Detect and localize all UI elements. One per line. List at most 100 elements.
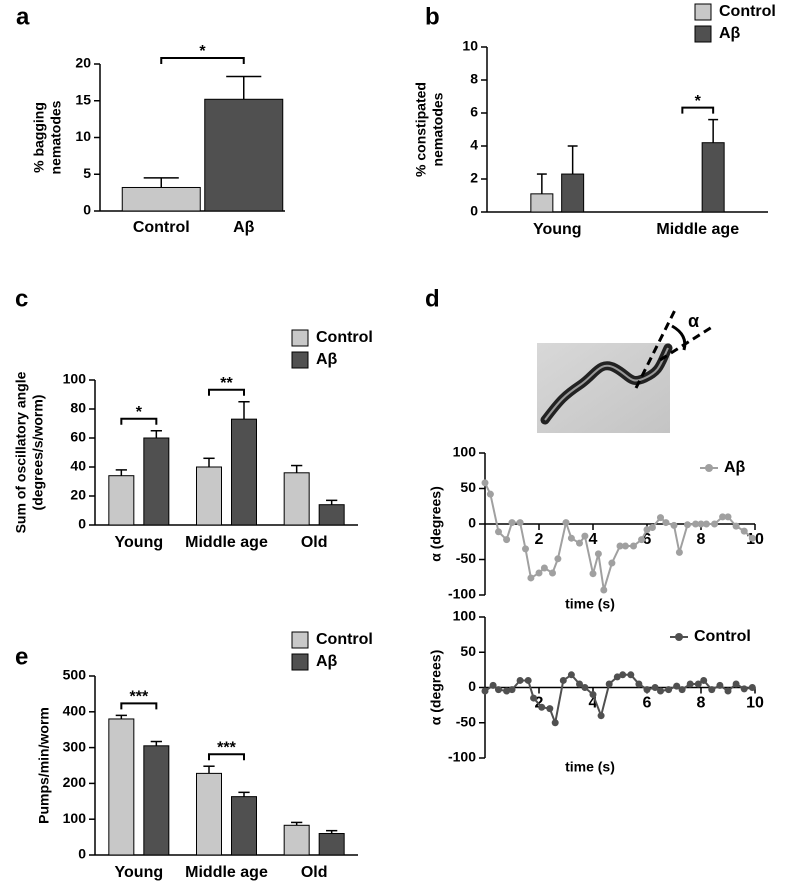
legend-marker xyxy=(705,464,713,472)
bar xyxy=(701,142,725,213)
x-tick-label: 6 xyxy=(643,695,652,712)
error-bar xyxy=(238,401,250,420)
point xyxy=(554,555,562,563)
point xyxy=(581,532,589,540)
x-tick-label: 4 xyxy=(589,695,598,712)
x-tick-label: Old xyxy=(301,534,328,551)
point xyxy=(621,542,629,550)
error-bar xyxy=(143,177,179,188)
point xyxy=(538,703,546,711)
bar xyxy=(561,173,585,213)
significance-label: * xyxy=(199,43,206,60)
y-tick-label: 10 xyxy=(462,38,478,54)
y-axis-label: nematodes xyxy=(430,92,446,166)
y-tick-label: 400 xyxy=(63,703,87,719)
legend-label: Control xyxy=(719,3,776,20)
point xyxy=(503,687,511,695)
x-tick-label: 10 xyxy=(746,695,764,712)
y-axis-label: Pumps/min/worm xyxy=(36,707,52,824)
point xyxy=(546,705,554,713)
x-axis-label: time (s) xyxy=(565,759,615,775)
point xyxy=(481,687,489,695)
x-tick-label: Young xyxy=(533,221,582,238)
x-axis-label: time (s) xyxy=(565,596,615,612)
point xyxy=(567,671,575,679)
bar xyxy=(143,745,170,856)
legend-swatch xyxy=(291,653,309,671)
legend-label: Aβ xyxy=(316,653,338,670)
point xyxy=(522,545,529,553)
error-bar xyxy=(150,430,162,438)
point xyxy=(605,680,613,688)
x-tick-label: Young xyxy=(115,534,164,551)
point xyxy=(635,680,643,688)
y-axis-label: % bagging xyxy=(31,102,47,173)
point xyxy=(748,684,756,691)
y-tick-label: 0 xyxy=(468,515,476,531)
legend-swatch xyxy=(694,25,712,43)
point xyxy=(665,686,673,694)
legend-label: Aβ xyxy=(316,351,338,368)
point xyxy=(662,519,670,527)
point xyxy=(481,479,489,487)
point xyxy=(594,550,602,558)
y-tick-label: 0 xyxy=(78,846,86,862)
point xyxy=(535,569,543,577)
y-axis-label: Sum of oscillatory angle xyxy=(13,371,29,533)
point xyxy=(651,684,659,691)
x-tick-label: Aβ xyxy=(233,219,255,236)
point xyxy=(684,521,691,529)
significance-bracket xyxy=(120,702,158,710)
y-tick-label: 8 xyxy=(470,71,478,87)
y-tick-label: 15 xyxy=(75,91,91,107)
point xyxy=(516,676,524,684)
point xyxy=(524,676,532,684)
legend-label: Aβ xyxy=(719,25,741,42)
y-tick-label: 80 xyxy=(70,400,86,416)
significance-label: * xyxy=(695,93,702,110)
point xyxy=(686,680,694,688)
point xyxy=(657,514,664,522)
y-tick-label: 20 xyxy=(75,55,91,71)
point xyxy=(600,586,608,594)
y-tick-label: 300 xyxy=(63,738,87,754)
point xyxy=(670,521,678,529)
y-axis-label: α (degrees) xyxy=(428,486,444,562)
point xyxy=(692,520,700,528)
point xyxy=(516,519,524,527)
panel-label: d xyxy=(425,285,440,312)
point xyxy=(495,686,502,694)
point xyxy=(678,686,686,694)
significance-bracket xyxy=(208,753,245,761)
bar xyxy=(204,98,284,212)
y-axis-label: nematodes xyxy=(48,100,64,174)
point xyxy=(694,680,702,688)
point xyxy=(740,685,748,693)
bar xyxy=(231,418,257,526)
y-tick-label: 4 xyxy=(470,137,478,153)
point xyxy=(700,676,708,684)
point xyxy=(711,520,718,528)
point xyxy=(589,691,597,699)
y-tick-label: -100 xyxy=(448,749,476,765)
y-tick-label: 2 xyxy=(470,170,478,186)
y-tick-label: 40 xyxy=(70,458,86,474)
y-tick-label: 0 xyxy=(78,516,86,532)
legend-label: Control xyxy=(316,329,373,346)
legend-swatch xyxy=(291,351,309,369)
y-tick-label: 100 xyxy=(63,371,87,387)
x-tick-label: 6 xyxy=(643,531,652,548)
point xyxy=(627,671,635,679)
x-tick-label: 4 xyxy=(589,531,598,548)
error-bar xyxy=(226,75,262,100)
legend-marker xyxy=(675,633,683,641)
point xyxy=(589,570,597,578)
angle-label: α xyxy=(688,311,699,331)
x-tick-label: 8 xyxy=(697,531,706,548)
legend-swatch xyxy=(291,329,309,347)
point xyxy=(724,513,732,521)
y-tick-label: 500 xyxy=(63,667,87,683)
point xyxy=(489,681,497,689)
panel-label: b xyxy=(425,3,440,30)
point xyxy=(619,671,627,679)
